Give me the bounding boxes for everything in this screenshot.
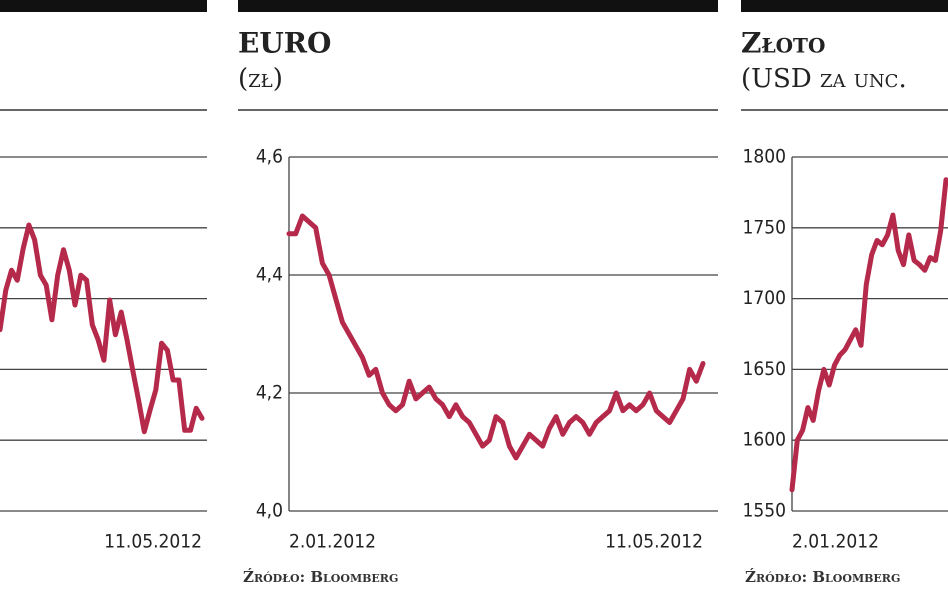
- y-tick-label: 4,2: [256, 382, 283, 404]
- y-tick-label: 4,0: [256, 500, 283, 522]
- x-tick-label: 11.05.2012: [605, 531, 703, 553]
- chart-title: EURO: [238, 27, 331, 60]
- y-tick-label: 1650: [743, 358, 787, 380]
- data-line: [286, 213, 706, 461]
- data-line: [789, 177, 948, 493]
- data-line: [0, 222, 205, 435]
- chart-subtitle: (USD za unc.: [741, 64, 907, 94]
- chart-subtitle: (zł): [238, 64, 283, 94]
- y-tick-label: 4,4: [256, 264, 283, 286]
- y-tick-label: 1750: [743, 216, 787, 238]
- y-tick-label: 1600: [743, 429, 787, 451]
- y-tick-label: 4,6: [256, 146, 283, 168]
- x-tick-label: 11.05.2012: [104, 531, 202, 553]
- header-bar: [238, 0, 718, 12]
- x-tick-label: 2.01.2012: [792, 531, 879, 553]
- source: Źródło: Bloomberg: [745, 568, 900, 586]
- chart-title: Złoto: [741, 27, 825, 60]
- y-tick-label: 1700: [743, 287, 787, 309]
- header-bar: [0, 0, 207, 12]
- y-tick-label: 1550: [743, 500, 787, 522]
- source: Źródło: Bloomberg: [243, 568, 398, 586]
- y-tick-label: 1800: [743, 146, 787, 168]
- x-tick-label: 2.01.2012: [289, 531, 376, 553]
- header-bar: [741, 0, 948, 12]
